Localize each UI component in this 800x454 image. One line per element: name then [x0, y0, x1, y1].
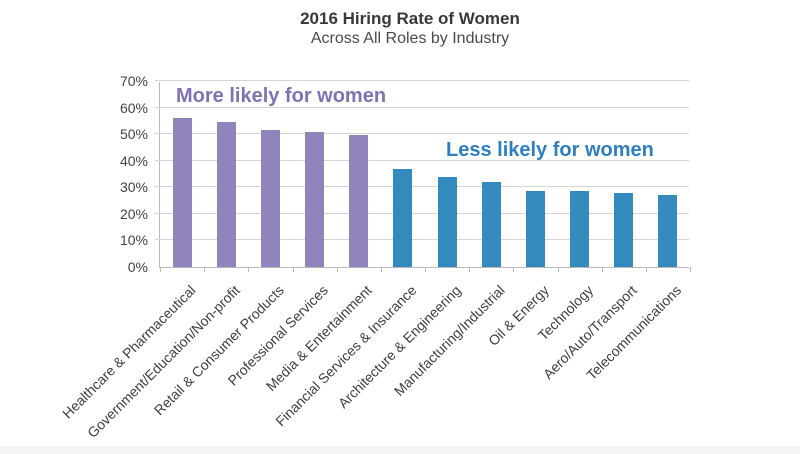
bar-government-education-non-profit	[216, 122, 236, 267]
y-axis-label-50: 50%	[119, 126, 148, 143]
bar-oil-energy	[525, 191, 545, 267]
bar-professional-services	[305, 131, 325, 267]
gridline-20	[155, 212, 689, 214]
annotation-more-likely-for-women: More likely for women	[176, 85, 387, 107]
x-axis-tick	[248, 267, 250, 272]
bar-technology	[570, 191, 590, 267]
chart-subtitle: Across All Roles by Industry	[310, 30, 510, 47]
y-axis-label-70: 70%	[119, 73, 148, 89]
y-axis-label-30: 30%	[119, 179, 148, 196]
y-axis-label-60: 60%	[119, 99, 148, 116]
gridline-70	[155, 80, 689, 81]
x-axis-tick	[160, 267, 161, 272]
y-axis-label-40: 40%	[119, 152, 148, 169]
chart-title: 2016 Hiring Rate of Women	[300, 9, 520, 28]
bar-media-entertainment	[349, 135, 369, 267]
bar-telecommunications	[658, 195, 678, 267]
annotation-less-likely-for-women: Less likely for women	[446, 139, 654, 161]
bar-financial-services-insurance	[393, 168, 413, 267]
x-axis-tick	[292, 267, 294, 272]
x-axis-tick	[690, 267, 691, 272]
x-axis-tick	[204, 267, 206, 272]
x-axis-tick	[601, 267, 603, 272]
gridline-10	[155, 239, 689, 241]
bar-retail-consumer-products	[260, 130, 280, 267]
gridline-50	[155, 133, 689, 135]
x-axis-tick	[513, 267, 515, 272]
y-axis-label-20: 20%	[119, 205, 148, 222]
gridline-60	[155, 106, 689, 108]
y-axis-label-10: 10%	[119, 232, 148, 249]
x-axis-tick	[380, 267, 382, 272]
gridline-30	[155, 186, 689, 188]
x-axis-tick	[425, 267, 426, 272]
x-axis-tick	[557, 267, 559, 272]
plot-area: More likely for women Less likely for wo…	[120, 73, 691, 275]
x-axis-tick	[645, 267, 647, 272]
chart-header: 2016 Hiring Rate of Women Across All Rol…	[0, 8, 800, 49]
bottom-strip	[0, 446, 800, 454]
x-axis-tick	[469, 267, 471, 272]
bar-manufacturing-industrial	[481, 181, 501, 267]
bar-architecture-engineering	[437, 176, 457, 267]
x-axis-tick	[336, 267, 338, 272]
bar-aero-auto-transport	[614, 192, 634, 267]
gridline-40	[155, 159, 689, 161]
bar-healthcare-pharmaceutical	[172, 118, 192, 267]
y-axis-label-0: 0%	[127, 259, 148, 275]
